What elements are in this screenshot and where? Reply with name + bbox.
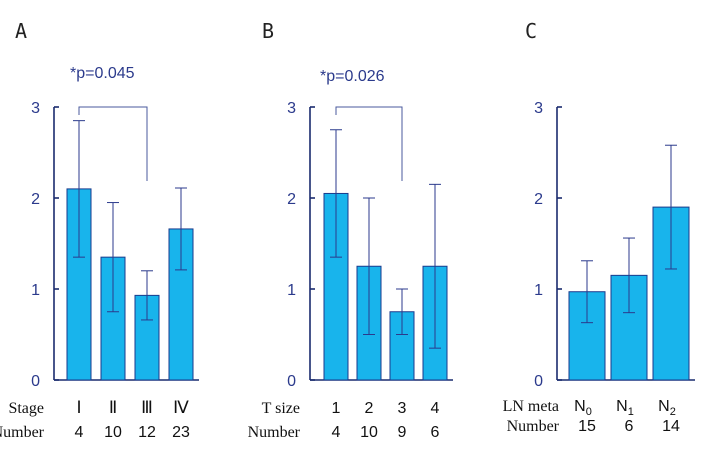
row-label-category: LN meta: [503, 398, 559, 415]
category-label: 1: [332, 400, 341, 417]
y-tick-label: 0: [534, 373, 543, 390]
row-label-number: Number: [248, 424, 301, 441]
p-value-label: *p=0.045: [70, 65, 135, 82]
y-tick-label: 3: [534, 100, 543, 117]
y-tick-label: 2: [534, 191, 543, 208]
y-tick-label: 3: [31, 100, 40, 117]
number-label: 12: [138, 424, 156, 441]
category-label: Ⅲ: [141, 398, 153, 417]
category-label: 2: [365, 400, 374, 417]
y-tick-label: 1: [534, 282, 543, 299]
category-label: N0: [574, 398, 592, 418]
significance-bracket: [335, 106, 403, 181]
significance-bracket: [78, 106, 148, 181]
number-label: 14: [662, 418, 680, 435]
panel-label: B: [262, 19, 274, 43]
row-label-category: T size: [262, 400, 300, 417]
number-label: 23: [172, 424, 190, 441]
y-tick-label: 0: [31, 373, 40, 390]
category-label: 3: [398, 400, 407, 417]
y-tick-label: 2: [31, 191, 40, 208]
category-label: Ⅳ: [173, 398, 189, 417]
number-label: 10: [104, 424, 122, 441]
category-label: 4: [431, 400, 440, 417]
number-label: 6: [625, 418, 634, 435]
number-label: 10: [360, 424, 378, 441]
row-label-number: Number: [0, 424, 45, 441]
row-label-category: Stage: [8, 400, 44, 417]
y-tick-label: 3: [287, 100, 296, 117]
y-tick-label: 1: [31, 282, 40, 299]
category-label: N2: [658, 398, 676, 418]
number-label: 4: [332, 424, 341, 441]
p-value-label: *p=0.026: [320, 68, 385, 85]
row-label-number: Number: [507, 418, 560, 435]
category-label: Ⅱ: [109, 398, 117, 417]
category-label: Ⅰ: [76, 398, 81, 417]
number-label: 4: [75, 424, 84, 441]
number-label: 6: [431, 424, 440, 441]
panel-label: A: [15, 19, 27, 43]
category-label: N1: [616, 398, 634, 418]
number-label: 15: [578, 418, 596, 435]
bar: [652, 206, 690, 381]
y-tick-label: 2: [287, 191, 296, 208]
number-label: 9: [398, 424, 407, 441]
y-tick-label: 0: [287, 373, 296, 390]
y-tick-label: 1: [287, 282, 296, 299]
panel-label: C: [525, 19, 537, 43]
